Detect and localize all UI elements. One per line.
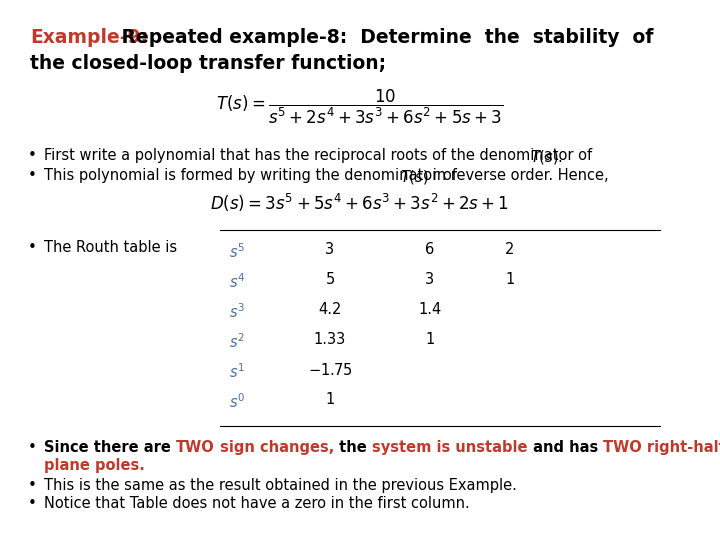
Text: TWO right-half-: TWO right-half-	[603, 440, 720, 455]
Text: in reverse order. Hence,: in reverse order. Hence,	[428, 168, 608, 183]
Text: $T(s)$: $T(s)$	[400, 168, 428, 186]
Text: 6: 6	[426, 242, 435, 257]
Text: $s^1$: $s^1$	[229, 362, 245, 381]
Text: 1: 1	[505, 272, 515, 287]
Text: 5: 5	[325, 272, 335, 287]
Text: •: •	[28, 240, 37, 255]
Text: 2: 2	[505, 242, 515, 257]
Text: the closed-loop transfer function;: the closed-loop transfer function;	[30, 54, 386, 73]
Text: $s^3$: $s^3$	[229, 302, 245, 321]
Text: $T(s).$: $T(s).$	[530, 148, 563, 166]
Text: $D(s) = 3s^5 + 5s^4 + 6s^3 + 3s^2 + 2s + 1$: $D(s) = 3s^5 + 5s^4 + 6s^3 + 3s^2 + 2s +…	[210, 192, 510, 214]
Text: $-1.75$: $-1.75$	[307, 362, 352, 378]
Text: •: •	[28, 148, 37, 163]
Text: First write a polynomial that has the reciprocal roots of the denominator of: First write a polynomial that has the re…	[44, 148, 597, 163]
Text: 1: 1	[426, 332, 435, 347]
Text: This polynomial is formed by writing the denominator of: This polynomial is formed by writing the…	[44, 168, 462, 183]
Text: sign changes,: sign changes,	[215, 440, 334, 455]
Text: 1.33: 1.33	[314, 332, 346, 347]
Text: 4.2: 4.2	[318, 302, 342, 317]
Text: •: •	[28, 478, 37, 493]
Text: $s^4$: $s^4$	[229, 272, 245, 291]
Text: $s^0$: $s^0$	[229, 392, 245, 411]
Text: the: the	[334, 440, 372, 455]
Text: 3: 3	[426, 272, 435, 287]
Text: and has: and has	[528, 440, 603, 455]
Text: plane poles.: plane poles.	[44, 458, 145, 473]
Text: •: •	[28, 496, 37, 511]
Text: 1: 1	[325, 392, 335, 407]
Text: Since there are: Since there are	[44, 440, 176, 455]
Text: •: •	[28, 440, 37, 455]
Text: $s^2$: $s^2$	[229, 332, 245, 350]
Text: 1.4: 1.4	[418, 302, 441, 317]
Text: TWO: TWO	[176, 440, 215, 455]
Text: This is the same as the result obtained in the previous Example.: This is the same as the result obtained …	[44, 478, 517, 493]
Text: $T(s) = \dfrac{10}{s^5 + 2s^4 + 3s^3 + 6s^2 + 5s + 3}$: $T(s) = \dfrac{10}{s^5 + 2s^4 + 3s^3 + 6…	[216, 88, 504, 126]
Text: $s^5$: $s^5$	[229, 242, 245, 261]
Text: Notice that Table does not have a zero in the first column.: Notice that Table does not have a zero i…	[44, 496, 469, 511]
Text: •: •	[28, 168, 37, 183]
Text: Example-9:: Example-9:	[30, 28, 148, 47]
Text: system is unstable: system is unstable	[372, 440, 528, 455]
Text: The Routh table is: The Routh table is	[44, 240, 177, 255]
Text: Repeated example-8:  Determine  the  stability  of: Repeated example-8: Determine the stabil…	[115, 28, 653, 47]
Text: 3: 3	[325, 242, 335, 257]
